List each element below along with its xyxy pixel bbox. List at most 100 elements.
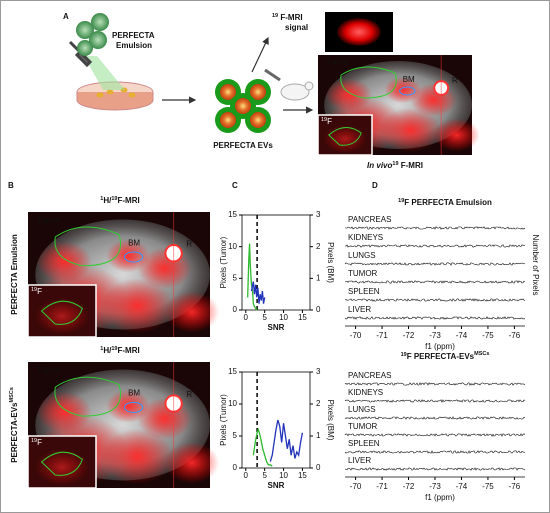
x-tick-label: 10 (279, 313, 288, 322)
text-part: 19 (398, 198, 404, 204)
y-tick-label: 5 (233, 431, 238, 440)
schematic (68, 12, 393, 133)
trace (344, 399, 526, 403)
d-y-label: Number of Pixels (531, 235, 540, 296)
line-series (252, 427, 273, 467)
trace (344, 416, 526, 420)
x-axis-label: SNR (268, 323, 285, 332)
mri-image: Tumor BM R 19F (317, 55, 480, 156)
trace (344, 244, 526, 248)
text-part: F (37, 287, 42, 296)
line-series (269, 419, 304, 462)
trace (344, 433, 526, 437)
x-tick-label: -74 (456, 331, 468, 340)
x-tick-label: 15 (298, 471, 307, 480)
signal-spot (37, 241, 92, 283)
inset-outline (328, 127, 362, 146)
trace (344, 450, 526, 454)
row-title: 1H/19F-MRI (100, 346, 139, 355)
tumor-label: Tumor (37, 216, 60, 225)
y-tick-label: 5 (233, 273, 238, 282)
trace-label: KIDNEYS (348, 388, 383, 397)
text-part: H/ (103, 196, 112, 205)
r-label: R (186, 240, 192, 249)
spectrum-title: 19F PERFECTA-EVsMSCs (401, 351, 490, 361)
plot-frame (241, 214, 311, 311)
bm-outline (123, 401, 144, 413)
signal-spot (379, 108, 442, 152)
trace-label: TUMOR (348, 422, 378, 431)
trace-label: PANCREAS (348, 215, 391, 224)
text-part: 19 (111, 346, 117, 352)
evs-label: PERFECTA EVs (213, 141, 273, 150)
y2-tick-label: 1 (316, 273, 321, 282)
emulsion-label: Emulsion (116, 41, 152, 50)
x-tick-label: -72 (403, 331, 415, 340)
mri-image: Tumor BM R 19F (27, 212, 220, 338)
signal-spot (37, 391, 92, 434)
trace (344, 467, 526, 471)
trace-label: SPLEEN (348, 287, 380, 296)
line-series (250, 281, 266, 304)
x-axis-label: SNR (268, 481, 285, 490)
y-tick-label: 10 (228, 399, 237, 408)
bm-label: BM (128, 389, 140, 398)
x-tick-label: -75 (482, 482, 494, 491)
text-part: 19 (321, 117, 327, 123)
text-part: F (37, 438, 42, 447)
tumor-label: Tumor (37, 366, 60, 375)
signal-spot (433, 118, 480, 152)
y2-tick-label: 0 (316, 305, 321, 314)
tumor-outline (54, 226, 121, 267)
x-tick-label: -72 (403, 482, 415, 491)
trace (345, 226, 526, 230)
trace-label: LUNGS (348, 405, 376, 414)
y2-tick-label: 3 (316, 210, 321, 219)
x-tick-label: 15 (298, 313, 307, 322)
text-part: PERFECTA-EVs (10, 402, 19, 463)
inset-outline (40, 451, 83, 476)
x-tick-label: 5 (262, 471, 267, 480)
signal-label: 19 F-MRI (272, 13, 303, 22)
x-tick-label: -71 (376, 331, 388, 340)
x-tick-label: -70 (350, 331, 362, 340)
row-label: PERFECTA-EVsMSCs (9, 387, 19, 463)
emulsion-label: PERFECTA (112, 31, 155, 40)
tumor-label: Tumor (326, 57, 349, 66)
text-part: MSCs (9, 387, 15, 402)
y2-tick-label: 1 (316, 431, 321, 440)
x-tick-label: -76 (509, 482, 521, 491)
x-tick-label: 10 (279, 471, 288, 480)
r-label: R (452, 76, 458, 85)
trace-label: LIVER (348, 305, 371, 314)
row-label: PERFECTA Emulsion (10, 234, 19, 315)
line-series (247, 243, 258, 311)
y-axis-label: Pixels (Tumor) (219, 236, 228, 288)
signal-spot (164, 291, 220, 333)
tumor-outline (54, 376, 121, 417)
tumor-outline (340, 66, 397, 99)
x-tick-label: -73 (429, 331, 441, 340)
caption: In vivo19 F-MRI (367, 161, 423, 170)
bm-outline (123, 251, 144, 263)
text-part: F PERFECTA-EVs (407, 352, 475, 361)
inset-outline (40, 300, 83, 325)
y-tick-label: 15 (228, 367, 237, 376)
inset-label: 19F (31, 438, 42, 447)
text-part: F-MRI (399, 161, 423, 170)
x-axis-label: f1 (ppm) (425, 342, 455, 351)
trace-label: LUNGS (348, 251, 376, 260)
x-tick-label: -76 (509, 331, 521, 340)
signal-spot (100, 428, 174, 485)
text-part: 19 (31, 287, 37, 293)
text-part: F-MRI (117, 196, 139, 205)
y-tick-label: 0 (233, 305, 238, 314)
text-part: F-MRI (117, 346, 139, 355)
r-label: R (186, 390, 192, 399)
signal-spot (164, 442, 220, 484)
x-tick-label: -73 (429, 482, 441, 491)
text-part: 19 (111, 196, 117, 202)
panel-label: B (8, 181, 14, 190)
bm-label: BM (403, 75, 415, 84)
